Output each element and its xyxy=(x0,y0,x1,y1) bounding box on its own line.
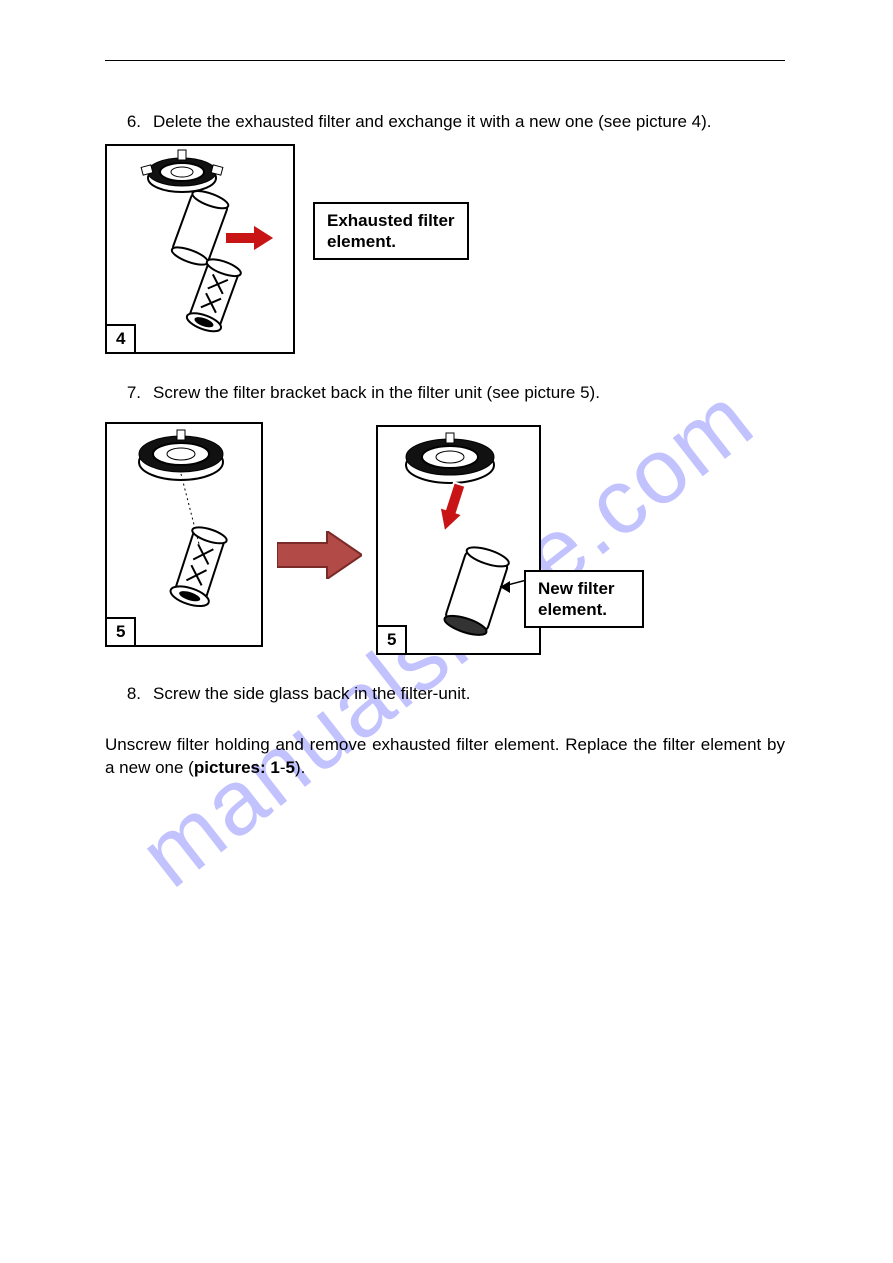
figure-4-box: 4 xyxy=(105,144,295,354)
summary-bold1: pictures: 1 xyxy=(194,758,280,777)
figure-4-drawing xyxy=(107,146,293,352)
step-8: 8. Screw the side glass back in the filt… xyxy=(119,683,785,706)
step-number: 8. xyxy=(119,683,153,706)
step-7: 7. Screw the filter bracket back in the … xyxy=(119,382,785,405)
figure-4-row: 4 Exhausted filter element. xyxy=(105,144,785,354)
header-rule xyxy=(105,60,785,61)
step-text: Screw the side glass back in the filter-… xyxy=(153,683,785,706)
summary-bold2: 5 xyxy=(286,758,295,777)
step-6: 6. Delete the exhausted filter and excha… xyxy=(119,111,785,134)
figure-5b-caption: New filter element. xyxy=(524,570,644,629)
page-content: 6. Delete the exhausted filter and excha… xyxy=(105,60,785,780)
summary-post: ). xyxy=(295,758,305,777)
figure-5b-box: 5 xyxy=(376,425,541,655)
step-number: 7. xyxy=(119,382,153,405)
figure-4-caption: Exhausted filter element. xyxy=(313,202,469,261)
big-arrow-icon xyxy=(277,531,362,579)
figure-5a-label: 5 xyxy=(107,617,136,645)
figure-5a-box: 5 xyxy=(105,422,263,647)
figure-5b-label: 5 xyxy=(378,625,407,653)
figure-5-row: 5 xyxy=(105,415,785,655)
step-text: Delete the exhausted filter and exchange… xyxy=(153,111,785,134)
step-number: 6. xyxy=(119,111,153,134)
figure-4-label: 4 xyxy=(107,324,136,352)
figure-5b-drawing xyxy=(378,427,539,653)
step-text: Screw the filter bracket back in the fil… xyxy=(153,382,785,405)
summary-paragraph: Unscrew filter holding and remove exhaus… xyxy=(105,734,785,780)
figure-5a-drawing xyxy=(107,424,261,645)
